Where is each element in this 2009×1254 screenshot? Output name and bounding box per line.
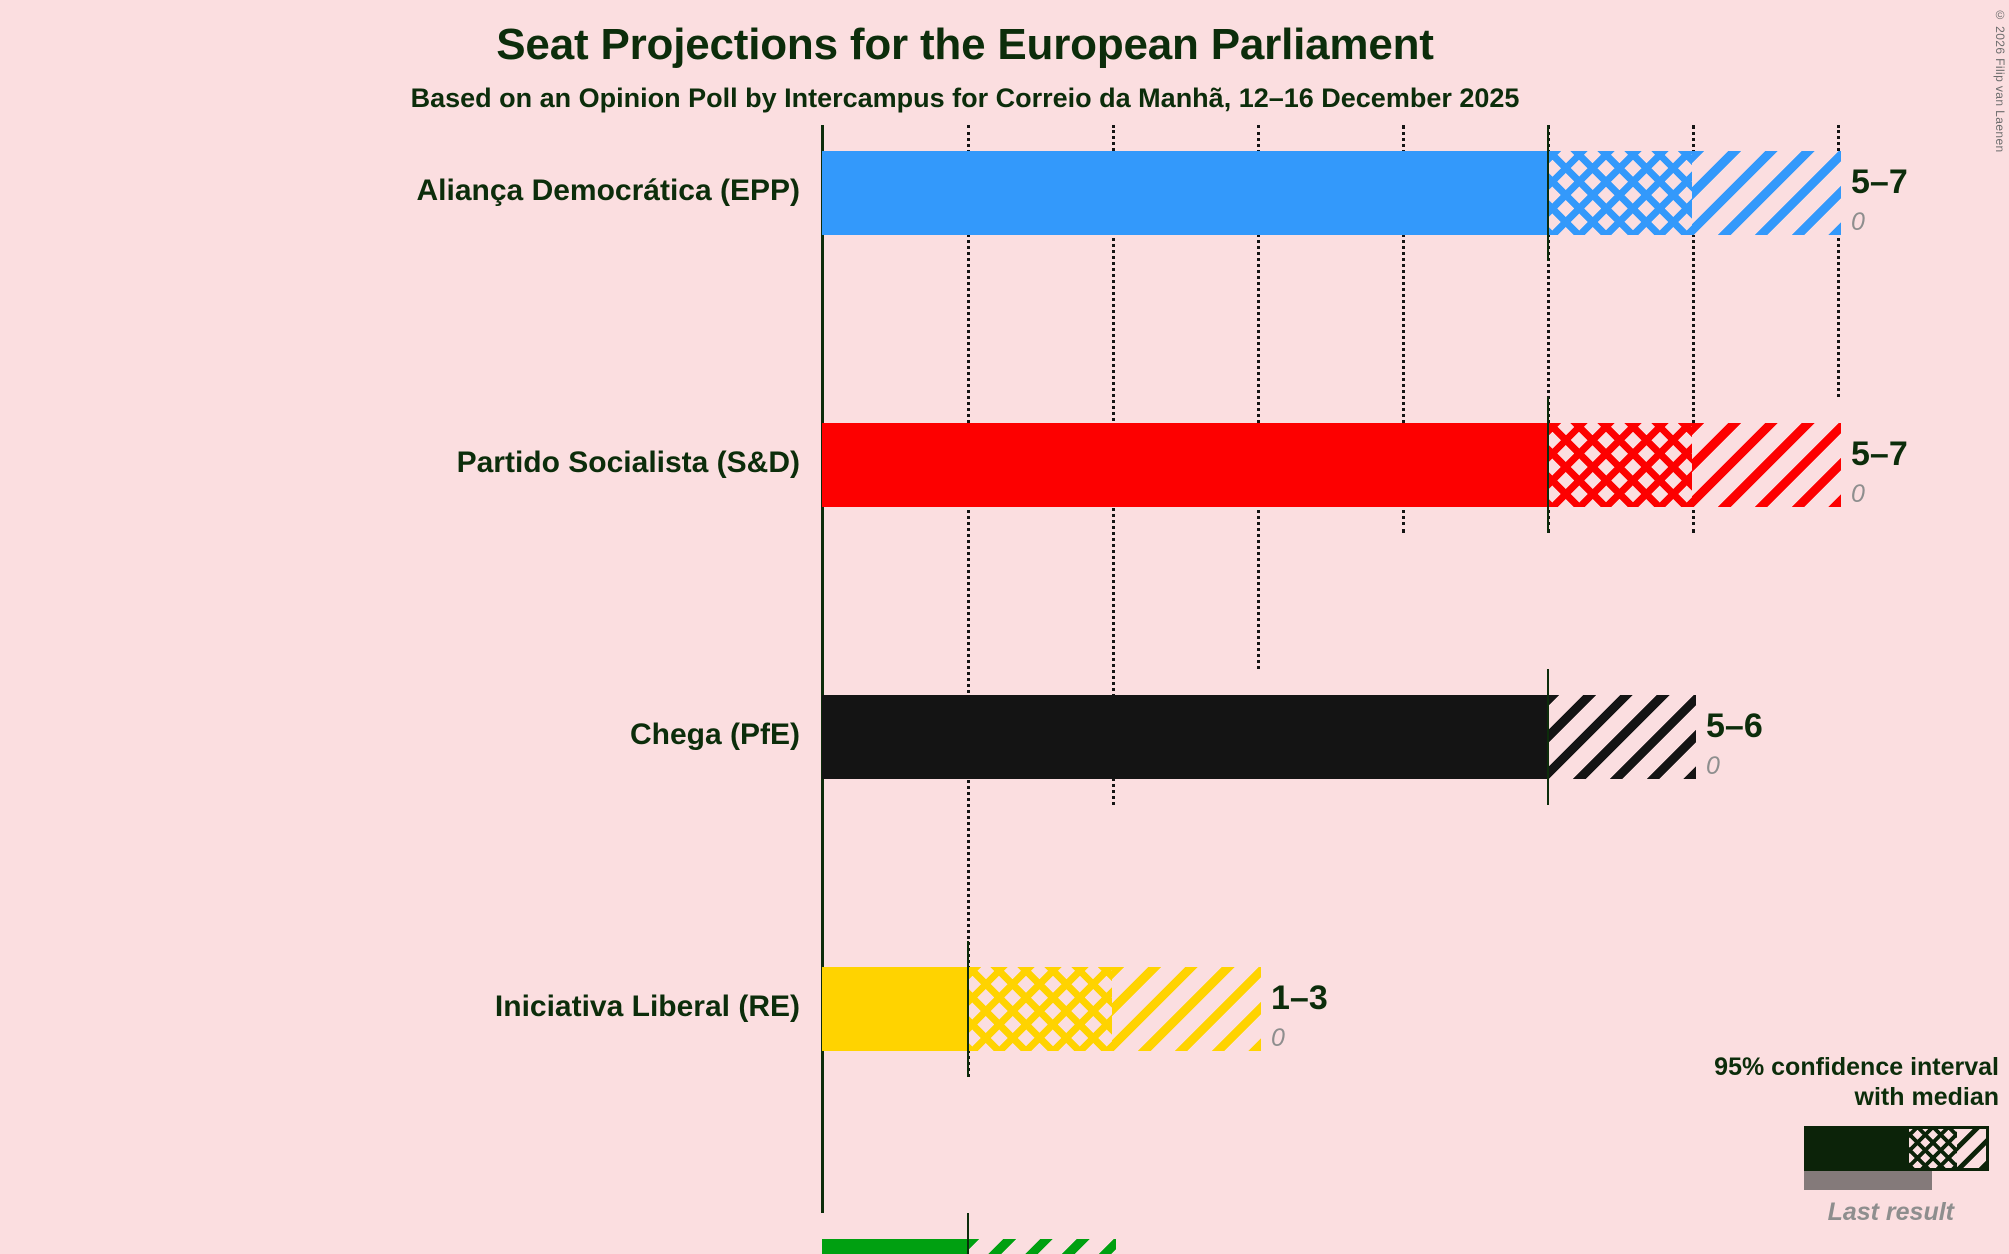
last-result-value: 0: [1271, 1024, 1285, 1052]
median-marker: [967, 1213, 969, 1254]
last-result-value: 0: [1851, 208, 1865, 236]
party-label: Aliança Democrática (EPP): [416, 174, 800, 207]
gridline: [1257, 125, 1260, 669]
bar-row: Bloco de Esquerda (GUE/NGL)0–10: [0, 805, 2009, 941]
gridline: [1402, 125, 1405, 533]
legend-last-result-label: Last result: [1827, 1198, 1954, 1226]
bar-segment-median: [822, 695, 1551, 779]
bar-segment-diagonal: [1547, 695, 1696, 779]
median-marker: [967, 941, 969, 1077]
bar-segment-median: [822, 423, 1551, 507]
bar-segment-crosshatch: [967, 967, 1112, 1051]
seat-bar: [822, 423, 1841, 507]
median-marker: [1547, 125, 1549, 261]
bar-row: Iniciativa Liberal (RE) 1–3 0: [0, 533, 2009, 1077]
seat-bar: [822, 151, 1841, 235]
bar-segment-median: [822, 1239, 971, 1254]
legend-swatch-last-result: [1804, 1171, 1932, 1190]
y-axis-line: [821, 125, 824, 1213]
bar-row: Aliança Democrática (EPP) 5–7 0: [0, 125, 2009, 261]
gridline: [1692, 125, 1695, 533]
gridline: [967, 125, 970, 1077]
legend-title-line1: 95% confidence interval: [1714, 1053, 1999, 1081]
median-marker: [1547, 669, 1549, 805]
legend: 95% confidence interval with median Last…: [1669, 1053, 1999, 1227]
bar-row: Chega (PfE) 5–6 0: [0, 397, 2009, 805]
bar-segment-diagonal: [1112, 967, 1261, 1051]
gridline: [1837, 125, 1840, 397]
legend-swatch-diagonal: [1957, 1129, 1986, 1168]
bar-segment-crosshatch: [1547, 151, 1692, 235]
page-title: Seat Projections for the European Parlia…: [496, 20, 1434, 69]
bar-segment-median: [822, 967, 971, 1051]
last-result-value: 0: [1851, 480, 1865, 508]
seat-range-value: 5–7: [1851, 435, 1908, 473]
legend-title-line2: with median: [1854, 1082, 1999, 1111]
legend-swatch-crosshatch: [1909, 1129, 1958, 1168]
seat-bar: [822, 967, 1261, 1051]
gridline: [1547, 125, 1550, 533]
bar-segment-median: [822, 151, 1551, 235]
seat-range-value: 1–3: [1271, 979, 1328, 1017]
bar-segment-diagonal: [1692, 423, 1841, 507]
bar-row: Partido Socialista (S&D) 5–7 0: [0, 261, 2009, 533]
bar-segment-crosshatch: [1547, 423, 1692, 507]
bar-segment-diagonal: [1692, 151, 1841, 235]
median-marker: [1547, 397, 1549, 533]
seat-range-value: 5–7: [1851, 163, 1908, 201]
chart-subtitle: Based on an Opinion Poll by Intercampus …: [410, 83, 1520, 113]
seat-bar: [822, 695, 1696, 779]
bar-row: LIVRE (Greens/EFA)1–20: [0, 669, 2009, 1254]
seat-range-value: 5–6: [1706, 707, 1763, 745]
bar-segment-diagonal: [967, 1239, 1116, 1254]
legend-swatch-ci: [1804, 1126, 1989, 1171]
copyright-notice: © 2026 Filip van Laenen: [1993, 8, 2007, 153]
legend-title: 95% confidence interval with median: [1669, 1053, 1999, 1112]
last-result-value: 0: [1706, 752, 1720, 780]
seat-projection-plot: Aliança Democrática (EPP) 5–7 0 Partido Soc…: [0, 125, 2009, 1254]
party-label: Iniciativa Liberal (RE): [494, 990, 800, 1023]
party-label: Chega (PfE): [629, 718, 800, 751]
seat-range-value: 1–2: [1126, 1251, 1183, 1254]
party-label: Partido Socialista (S&D): [456, 446, 800, 479]
